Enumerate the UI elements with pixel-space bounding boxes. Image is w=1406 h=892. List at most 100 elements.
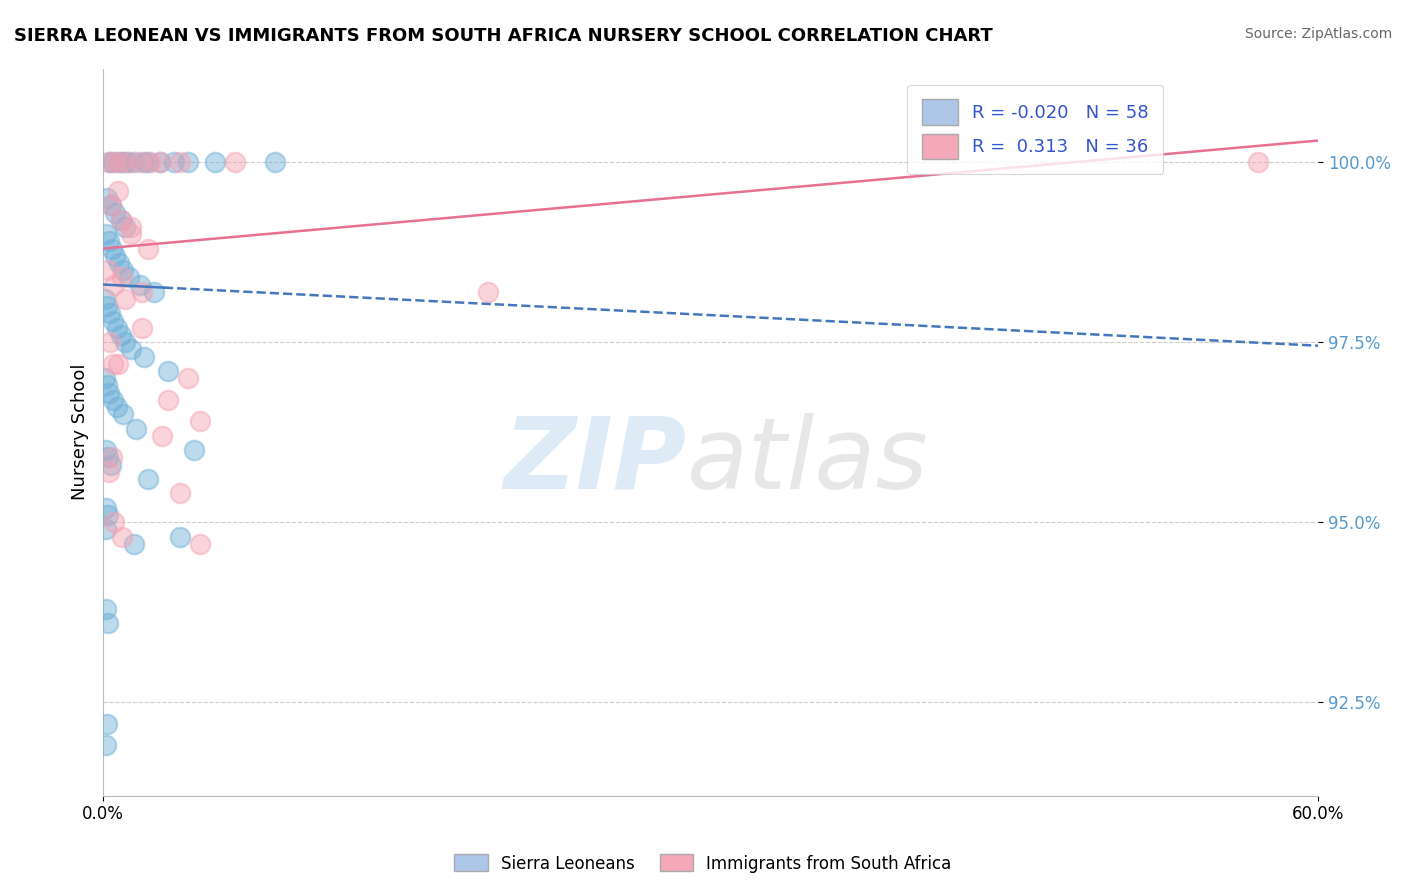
Point	[107, 357, 129, 371]
Point	[204, 155, 226, 169]
Point	[112, 155, 135, 169]
Point	[136, 472, 159, 486]
Point	[136, 155, 159, 169]
Text: atlas: atlas	[686, 413, 928, 509]
Point	[96, 299, 118, 313]
Point	[163, 155, 186, 169]
Point	[98, 235, 121, 249]
Point	[111, 270, 134, 285]
Point	[103, 277, 125, 292]
Point	[156, 364, 179, 378]
Point	[183, 443, 205, 458]
Point	[101, 450, 124, 465]
Point	[112, 407, 135, 421]
Point	[121, 343, 143, 357]
Point	[121, 227, 143, 241]
Point	[128, 155, 150, 169]
Point	[169, 486, 191, 500]
Point	[101, 357, 124, 371]
Point	[150, 428, 173, 442]
Point	[98, 306, 121, 320]
Point	[114, 335, 136, 350]
Point	[108, 155, 131, 169]
Point	[149, 155, 172, 169]
Point	[264, 155, 287, 169]
Point	[138, 155, 160, 169]
Point	[118, 270, 141, 285]
Point	[97, 263, 120, 277]
Point	[136, 242, 159, 256]
Point	[98, 335, 121, 350]
Point	[107, 184, 129, 198]
Point	[114, 292, 136, 306]
Text: ZIP: ZIP	[503, 413, 686, 509]
Point	[103, 313, 125, 327]
Point	[110, 327, 132, 342]
Text: Source: ZipAtlas.com: Source: ZipAtlas.com	[1244, 27, 1392, 41]
Point	[103, 515, 125, 529]
Point	[98, 385, 121, 400]
Point	[188, 414, 211, 428]
Y-axis label: Nursery School: Nursery School	[72, 364, 89, 500]
Point	[132, 155, 155, 169]
Point	[105, 320, 128, 334]
Point	[100, 458, 122, 472]
Point	[96, 378, 118, 392]
Point	[96, 716, 118, 731]
Point	[110, 212, 132, 227]
Point	[114, 219, 136, 234]
Point	[104, 155, 127, 169]
Point	[97, 465, 120, 479]
Point	[96, 191, 118, 205]
Point	[97, 450, 120, 465]
Point	[121, 219, 143, 234]
Point	[117, 155, 139, 169]
Point	[1246, 155, 1268, 169]
Point	[103, 155, 125, 169]
Point	[477, 285, 499, 299]
Point	[100, 198, 122, 212]
Legend: Sierra Leoneans, Immigrants from South Africa: Sierra Leoneans, Immigrants from South A…	[447, 847, 959, 880]
Point	[111, 530, 134, 544]
Point	[96, 739, 118, 753]
Point	[156, 392, 179, 407]
Point	[105, 400, 128, 414]
Point	[94, 292, 117, 306]
Text: SIERRA LEONEAN VS IMMIGRANTS FROM SOUTH AFRICA NURSERY SCHOOL CORRELATION CHART: SIERRA LEONEAN VS IMMIGRANTS FROM SOUTH …	[14, 27, 993, 45]
Point	[122, 155, 145, 169]
Point	[118, 155, 141, 169]
Point	[149, 155, 172, 169]
Point	[169, 530, 191, 544]
Point	[96, 500, 118, 515]
Point	[101, 242, 124, 256]
Point	[108, 256, 131, 270]
Point	[98, 155, 121, 169]
Point	[132, 350, 155, 364]
Point	[131, 285, 153, 299]
Legend: R = -0.020   N = 58, R =  0.313   N = 36: R = -0.020 N = 58, R = 0.313 N = 36	[907, 85, 1163, 174]
Point	[122, 537, 145, 551]
Point	[104, 205, 127, 219]
Point	[98, 155, 121, 169]
Point	[96, 443, 118, 458]
Point	[112, 263, 135, 277]
Point	[110, 155, 132, 169]
Point	[188, 537, 211, 551]
Point	[97, 615, 120, 630]
Point	[224, 155, 246, 169]
Point	[94, 371, 117, 385]
Point	[177, 155, 200, 169]
Point	[110, 212, 132, 227]
Point	[96, 227, 118, 241]
Point	[94, 522, 117, 536]
Point	[124, 421, 146, 435]
Point	[128, 277, 150, 292]
Point	[104, 249, 127, 263]
Point	[96, 601, 118, 615]
Point	[177, 371, 200, 385]
Point	[142, 285, 165, 299]
Point	[131, 320, 153, 334]
Point	[103, 392, 125, 407]
Point	[97, 508, 120, 522]
Point	[100, 198, 122, 212]
